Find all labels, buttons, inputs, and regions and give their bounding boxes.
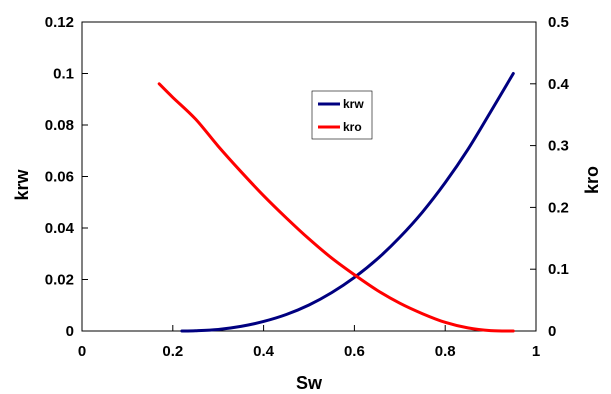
left-y-axis-ticks: 0 0.02 0.04 0.06 0.08 0.1 0.12 — [45, 14, 88, 340]
x-tick-label: 0.8 — [435, 343, 456, 360]
series-line-kro — [157, 82, 515, 333]
x-tick-label: 0.6 — [344, 343, 365, 360]
right-y-tick-label: 0.3 — [548, 138, 569, 155]
legend-label-krw: krw — [343, 97, 364, 111]
plot-area — [81, 21, 537, 332]
left-y-tick-label: 0.1 — [53, 66, 74, 83]
left-y-tick-label: 0.02 — [45, 272, 74, 289]
left-y-tick-label: 0.08 — [45, 117, 74, 134]
series-line-krw — [180, 72, 515, 333]
right-y-tick-label: 0.2 — [548, 199, 569, 216]
legend-box — [311, 90, 373, 140]
left-y-tick-label: 0.12 — [45, 14, 74, 31]
series-lines — [157, 72, 515, 333]
right-y-tick-label: 0 — [548, 323, 556, 340]
left-y-tick-label: 0.06 — [45, 169, 74, 186]
left-y-axis-title: krw — [12, 169, 32, 201]
x-tick-label: 0.2 — [162, 343, 183, 360]
legend: krw kro — [311, 90, 373, 140]
legend-label-kro: kro — [343, 120, 362, 134]
x-axis-ticks: 0 0.2 0.4 0.6 0.8 1 — [78, 325, 540, 360]
right-y-axis-ticks: 0 0.1 0.2 0.3 0.4 0.5 — [530, 14, 570, 340]
left-y-tick-label: 0 — [66, 323, 74, 340]
left-y-tick-label: 0.04 — [45, 220, 75, 237]
x-tick-label: 0.4 — [253, 343, 275, 360]
x-tick-label: 0 — [78, 343, 86, 360]
right-y-axis-title: kro — [582, 166, 602, 194]
x-axis-title: Sw — [296, 373, 323, 393]
x-tick-label: 1 — [532, 343, 540, 360]
right-y-tick-label: 0.5 — [548, 14, 569, 31]
right-y-tick-label: 0.4 — [548, 76, 570, 93]
right-y-tick-label: 0.1 — [548, 261, 569, 278]
